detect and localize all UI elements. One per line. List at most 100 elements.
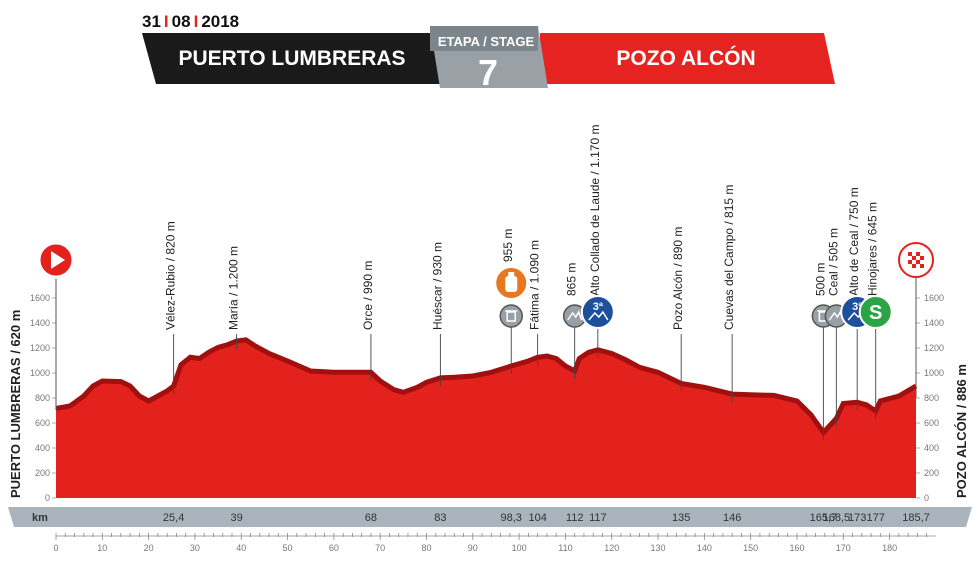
km-point-label: 98,3 — [501, 512, 522, 524]
right-altitude-tick: 1400 — [924, 318, 944, 328]
right-axis-label: POZO ALCÓN / 886 m — [954, 364, 969, 498]
left-altitude-tick: 600 — [35, 418, 50, 428]
place-label: 500 m — [813, 263, 827, 296]
right-altitude-tick: 1600 — [924, 293, 944, 303]
checker-square — [916, 264, 920, 268]
right-altitude-tick: 600 — [924, 418, 939, 428]
checker-square — [920, 260, 924, 264]
left-altitude-tick: 400 — [35, 443, 50, 453]
play-icon — [51, 251, 65, 269]
stage-date: 31 I 08 I 2018 — [142, 12, 239, 31]
left-altitude-tick: 1000 — [30, 368, 50, 378]
place-label: Alto de Ceal / 750 m — [847, 187, 861, 296]
left-altitude-tick: 200 — [35, 468, 50, 478]
km-point-label: 104 — [528, 512, 546, 524]
start-city-name: PUERTO LUMBRERAS — [178, 47, 405, 70]
place-label: María / 1.200 m — [227, 246, 241, 330]
km-point-label: 185,7 — [902, 512, 930, 524]
stage-number: 7 — [478, 52, 498, 93]
finish-city-name: POZO ALCÓN — [616, 46, 755, 70]
checker-square — [912, 252, 916, 256]
bottle-icon — [505, 276, 518, 292]
km-bar: km 25,4 39 68 83 98,3 104 112 117 135 146 165,7168… — [8, 507, 972, 527]
km-point-label: 112 — [566, 512, 584, 524]
km-point-label: 177 — [867, 512, 885, 524]
place-label: Cuevas del Campo / 815 m — [722, 185, 736, 330]
left-altitude-tick: 800 — [35, 393, 50, 403]
distance-axis: 0 10 20 30 40 50 60 70 80 90 100 110 120 130 140 150 160… — [53, 533, 936, 553]
place-label: Huéscar / 930 m — [430, 242, 444, 330]
distance-tick-label: 110 — [558, 543, 572, 553]
right-altitude-tick: 800 — [924, 393, 939, 403]
right-altitude-tick: 400 — [924, 443, 939, 453]
distance-tick-label: 120 — [604, 543, 619, 553]
place-label: 955 m — [501, 229, 515, 262]
left-axis-label: PUERTO LUMBRERAS / 620 m — [8, 310, 23, 498]
date-day: 31 — [142, 12, 161, 31]
distance-tick-label: 80 — [421, 543, 431, 553]
km-point-label: 117 — [589, 512, 607, 524]
stage-label: ETAPA / STAGE — [438, 34, 535, 49]
place-label: Vélez-Rubio / 820 m — [164, 221, 178, 330]
km-point-labels: 25,4 39 68 83 98,3 104 112 117 135 146 165,7168,51… — [163, 512, 930, 524]
checker-square — [920, 256, 924, 260]
km-point-label: 146 — [723, 512, 741, 524]
stage-label-strip — [430, 26, 538, 51]
place-markers: Vélez-Rubio / 820 m María / 1.200 m Orce /… — [164, 125, 893, 441]
left-altitude-tick: 1600 — [30, 293, 50, 303]
left-altitude-tick: 1200 — [30, 343, 50, 353]
left-altitude-tick: 0 — [45, 493, 50, 503]
distance-tick-label: 20 — [144, 543, 154, 553]
right-altitude-tick: 200 — [924, 468, 939, 478]
checker-square — [912, 264, 916, 268]
distance-tick-label: 160 — [789, 543, 804, 553]
checker-square — [908, 256, 912, 260]
mountain-icon — [588, 310, 609, 321]
checker-square — [916, 256, 920, 260]
right-altitude-tick: 1200 — [924, 343, 944, 353]
mountain-icon — [567, 310, 583, 321]
trash-zone-icon — [499, 304, 523, 328]
climb-category-badge: 3ª — [852, 301, 863, 313]
checker-square — [912, 256, 916, 260]
category-3-climb-icon — [580, 295, 615, 329]
distance-tick-label: 130 — [651, 543, 666, 553]
checker-square — [912, 260, 916, 264]
km-point-label: 83 — [434, 512, 446, 524]
place-label: Pozo Alcón / 890 m — [671, 227, 685, 330]
distance-tick-label: 40 — [236, 543, 246, 553]
km-point-label: 135 — [672, 512, 690, 524]
place-label: Fátima / 1.090 m — [528, 240, 542, 330]
checker-square — [908, 260, 912, 264]
distance-tick-label: 140 — [697, 543, 712, 553]
place-label: Alto Collado de Laude / 1.170 m — [588, 125, 602, 296]
distance-tick-label: 30 — [190, 543, 200, 553]
sprint-badge: S — [869, 302, 882, 324]
sprint-icon — [858, 295, 893, 329]
km-label: km — [32, 512, 48, 524]
place-label: Ceal / 505 m — [826, 228, 840, 296]
km-point-label: 173 — [848, 512, 866, 524]
distance-tick-label: 150 — [743, 543, 758, 553]
km-bar-background — [8, 507, 972, 527]
km-point-label: 39 — [230, 512, 242, 524]
distance-tick-label: 90 — [468, 543, 478, 553]
climb-category-badge: 3ª — [593, 301, 604, 313]
finish-marker — [898, 242, 934, 398]
distance-tick-label: 10 — [97, 543, 107, 553]
km-point-label: 168,5 — [823, 512, 851, 524]
right-altitude-tick: 1000 — [924, 368, 944, 378]
right-altitude-tick: 0 — [924, 493, 929, 503]
checker-square — [920, 252, 924, 256]
left-altitude-tick: 1400 — [30, 318, 50, 328]
place-label: Hinojares / 645 m — [866, 202, 880, 296]
checker-square — [908, 252, 912, 256]
distance-tick-label: 170 — [836, 543, 851, 553]
checker-square — [916, 252, 920, 256]
distance-tick-label: 50 — [283, 543, 293, 553]
km-point-label: 25,4 — [163, 512, 184, 524]
checker-square — [916, 260, 920, 264]
elevation-profile — [56, 341, 916, 498]
checkered-flag-icon — [908, 252, 924, 268]
